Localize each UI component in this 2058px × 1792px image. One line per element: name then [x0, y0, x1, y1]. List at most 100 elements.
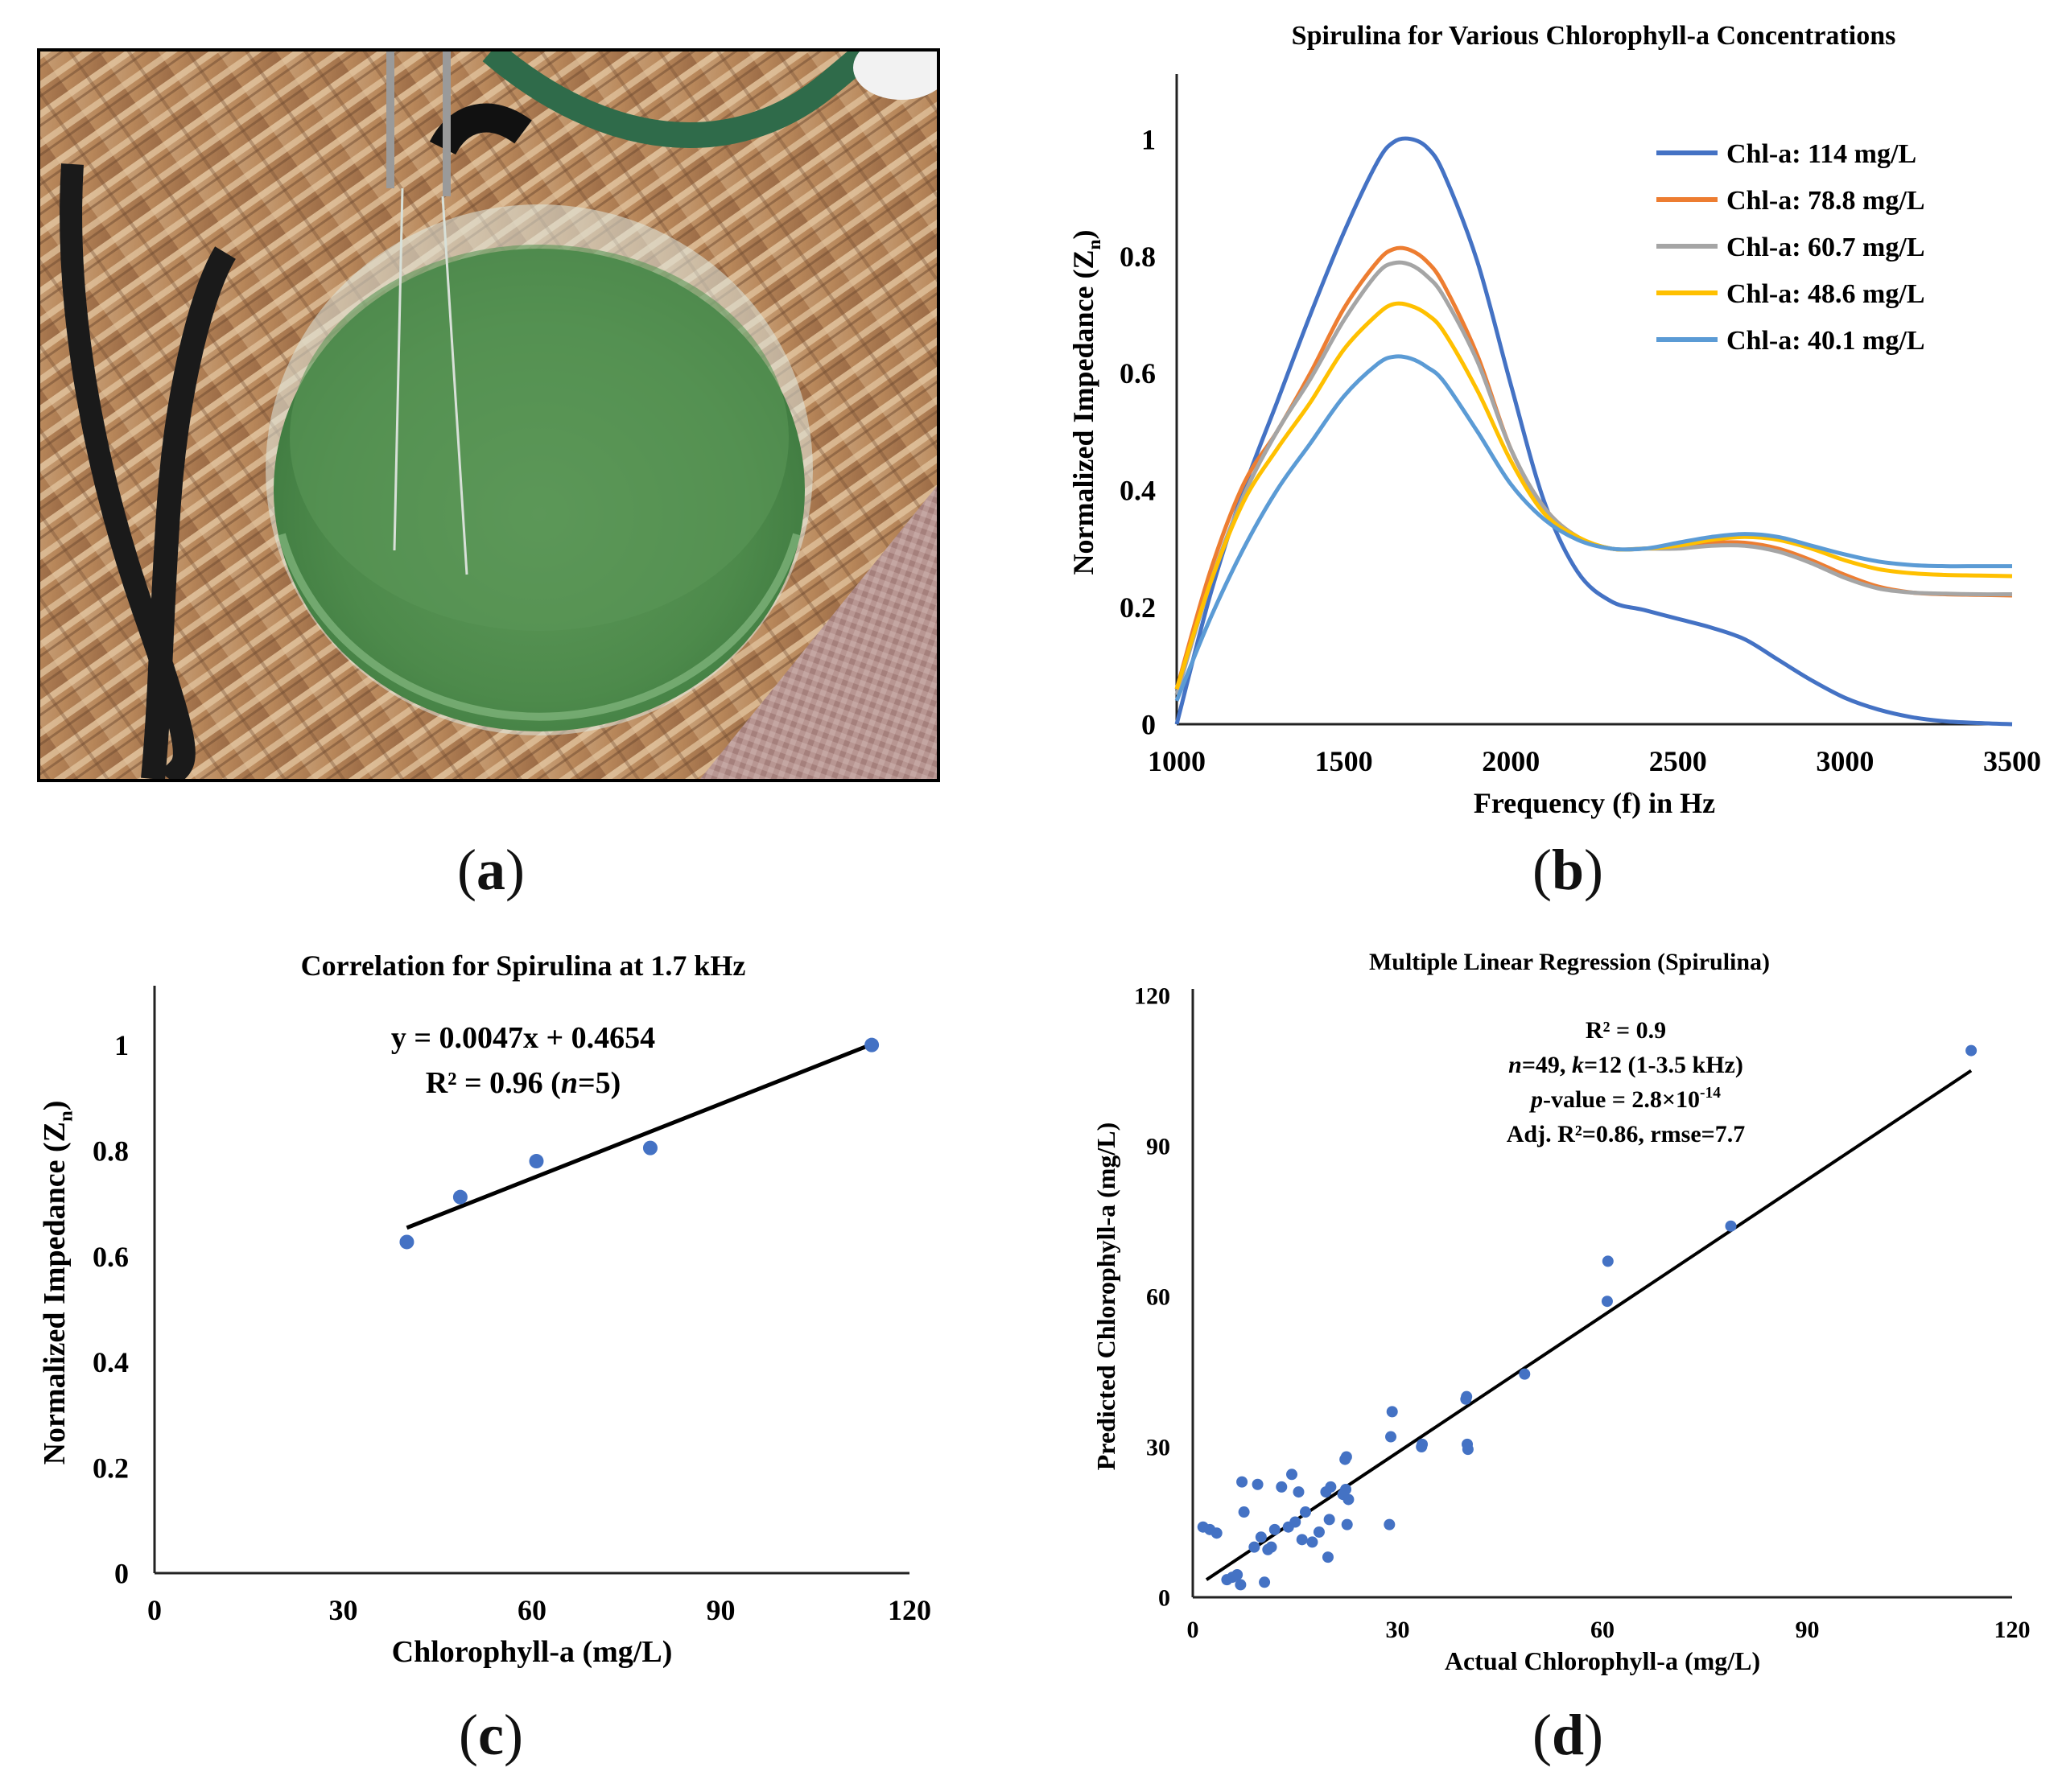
caption-b: (b): [1532, 838, 1603, 902]
data-point: [1313, 1526, 1325, 1538]
data-point: [452, 1189, 468, 1205]
data-point: [1602, 1255, 1614, 1267]
legend-label-3: Chl-a: 60.7 mg/L: [1726, 233, 1925, 262]
data-point: [1252, 1478, 1264, 1490]
data-point: [1210, 1527, 1223, 1539]
data-point: [399, 1234, 414, 1250]
series-line-3: [1174, 260, 2013, 696]
x-tick-label: 3500: [1983, 745, 2041, 777]
r-squared-annotation: R² = 0.9: [1586, 1017, 1666, 1044]
y-tick-label: 0.6: [93, 1241, 129, 1273]
legend-label-5: Chl-a: 40.1 mg/L: [1726, 326, 1925, 356]
y-axis-label-end: ): [1067, 230, 1099, 240]
x-tick-label: 2500: [1649, 745, 1707, 777]
data-point: [1265, 1541, 1277, 1553]
series-line-5: [1174, 354, 2012, 702]
y-axis-label: Normalized Impedance (Zn): [1067, 230, 1105, 575]
model-n-value: =49,: [1522, 1052, 1572, 1078]
y-axis-label: Normalized Impedance (Zn): [38, 1101, 77, 1465]
x-tick-label: 90: [707, 1594, 736, 1626]
data-point: [1725, 1220, 1737, 1232]
data-point: [1323, 1514, 1335, 1526]
data-point: [529, 1154, 544, 1169]
data-point: [1259, 1576, 1271, 1588]
series-line-1: [1174, 136, 2013, 727]
p-label: p: [1528, 1086, 1543, 1113]
data-point: [1296, 1534, 1308, 1546]
x-tick-label: 0: [147, 1594, 162, 1626]
model-n: n: [1508, 1052, 1522, 1078]
data-point: [1322, 1551, 1334, 1563]
chart-title: Multiple Linear Regression (Spirulina): [1369, 949, 1770, 975]
y-tick-label: 0.8: [1120, 241, 1156, 273]
p-value-text: -value = 2.8×10: [1543, 1086, 1700, 1113]
y-axis-label-end: ): [38, 1101, 72, 1111]
x-tick-label: 2000: [1482, 745, 1540, 777]
data-point: [1289, 1516, 1301, 1528]
legend-label-1: Chl-a: 114 mg/L: [1726, 139, 1916, 169]
data-point: [1293, 1486, 1305, 1498]
data-point: [1238, 1506, 1250, 1518]
data-point: [1248, 1541, 1260, 1553]
y-axis-label: Predicted Chlorophyll-a (mg/L): [1091, 1123, 1120, 1471]
trendline: [406, 1042, 873, 1230]
data-point: [1342, 1493, 1355, 1506]
y-tick-label: 0: [114, 1558, 129, 1590]
data-point: [642, 1140, 658, 1156]
x-tick-label: 90: [1796, 1617, 1820, 1643]
chart-title: Spirulina for Various Chlorophyll-a Conc…: [1292, 21, 1896, 51]
y-tick-label: 0: [1141, 709, 1156, 741]
x-tick-label: 0: [1187, 1617, 1199, 1643]
data-point: [1286, 1469, 1298, 1481]
x-tick-label: 120: [888, 1594, 931, 1626]
caption-a: (a): [457, 838, 525, 902]
p-value-annotation: p-value = 2.8×10-14: [1528, 1085, 1721, 1113]
data-point: [1236, 1476, 1248, 1488]
data-point: [1235, 1579, 1247, 1591]
petri-dish-photo: [37, 48, 940, 782]
equation-annotation: y = 0.0047x + 0.4654: [391, 1021, 655, 1055]
data-point: [1299, 1506, 1311, 1518]
series-lines: [1174, 136, 2013, 727]
y-axis-label-subscript: n: [56, 1110, 77, 1122]
y-tick-label: 30: [1146, 1435, 1170, 1461]
y-axis-label-text: Normalized Impedance (Z: [38, 1122, 72, 1464]
data-point: [864, 1037, 880, 1053]
data-point: [1461, 1390, 1473, 1403]
legend-label-4: Chl-a: 48.6 mg/L: [1726, 279, 1925, 309]
y-tick-label: 60: [1146, 1284, 1170, 1311]
data-point: [1340, 1451, 1352, 1463]
data-point: [1325, 1481, 1337, 1493]
y-axis-label-text: Normalized Impedance (Z: [1067, 250, 1099, 575]
y-tick-label: 120: [1134, 983, 1170, 1010]
data-point: [1276, 1481, 1288, 1493]
x-tick-label: 120: [1994, 1617, 2031, 1643]
chart-title: Correlation for Spirulina at 1.7 kHz: [301, 950, 746, 982]
data-point: [1255, 1531, 1267, 1543]
p-value-exponent: -14: [1700, 1085, 1721, 1102]
x-tick-label: 30: [1386, 1617, 1410, 1643]
y-axis-label-subscript: n: [1084, 240, 1105, 250]
x-axis-label: Frequency (f) in Hz: [1474, 787, 1715, 819]
model-k-value: =12 (1-3.5 kHz): [1584, 1052, 1743, 1078]
adj-r-squared-annotation: Adj. R²=0.86, rmse=7.7: [1507, 1121, 1745, 1147]
x-tick-label: 60: [1590, 1617, 1615, 1643]
y-axis-label-text: Predicted Chlorophyll-a (mg/L): [1091, 1123, 1120, 1471]
y-tick-label: 1: [114, 1029, 129, 1061]
y-tick-label: 0.2: [1120, 591, 1156, 624]
data-point: [1601, 1296, 1613, 1308]
y-tick-label: 0: [1158, 1585, 1170, 1612]
data-point: [1386, 1406, 1398, 1418]
photo-illustration: [40, 51, 937, 779]
data-point: [1417, 1438, 1429, 1450]
caption-c: (c): [459, 1703, 523, 1767]
y-tick-label: 0.4: [93, 1346, 129, 1378]
x-tick-label: 1000: [1148, 745, 1206, 777]
x-tick-label: 60: [518, 1594, 546, 1626]
x-tick-label: 1500: [1315, 745, 1373, 777]
data-point: [1268, 1523, 1281, 1535]
y-tick-label: 0.6: [1120, 357, 1156, 389]
data-point: [1231, 1568, 1243, 1580]
x-axis-label: Actual Chlorophyll-a (mg/L): [1445, 1646, 1760, 1675]
